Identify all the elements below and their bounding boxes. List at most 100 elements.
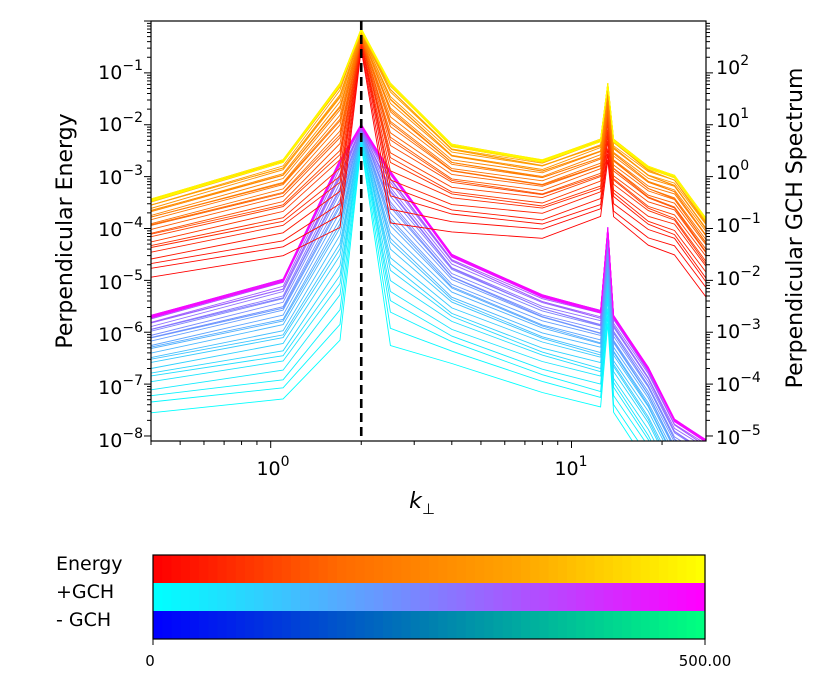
energy-curve-13: [151, 33, 706, 244]
colorbar-cell: [199, 555, 209, 583]
colorbar-cell: [465, 583, 476, 611]
gch-plus-curve-1: [151, 141, 639, 441]
colorbar-cell: [245, 555, 255, 583]
colorbar-cell: [309, 611, 320, 639]
colorbar-cell: [263, 555, 274, 583]
colorbar-cell: [419, 611, 430, 639]
gch-plus-curve-15: [151, 129, 673, 441]
colorbar-cell: [622, 583, 632, 611]
colorbar-cell: [318, 555, 329, 583]
energy-curve-4: [151, 41, 706, 273]
colorbar-cell: [613, 555, 623, 583]
colorbar-cell: [291, 611, 301, 639]
colorbar-cell: [355, 555, 366, 583]
energy-curve-22: [151, 30, 706, 229]
y-left-tick-label: 10−4: [98, 215, 143, 241]
colorbar-cell: [557, 611, 568, 639]
colorbar-cell: [594, 583, 605, 611]
colorbar-cell: [346, 555, 356, 583]
colorbar-min-label: 0: [145, 652, 155, 670]
colorbar-cell: [484, 583, 494, 611]
colorbar-cell: [327, 611, 338, 639]
colorbar-frame: [152, 554, 706, 640]
colorbar-cell: [539, 611, 550, 639]
colorbar-cell: [217, 611, 228, 639]
colorbar-cell: [364, 583, 375, 611]
colorbar-cell: [475, 583, 485, 611]
colorbar-cell: [677, 611, 688, 639]
colorbar-cell: [217, 583, 228, 611]
colorbar-cell: [585, 611, 596, 639]
colorbar-cell: [447, 611, 458, 639]
colorbar-cell: [226, 611, 237, 639]
colorbar-cell: [291, 583, 301, 611]
colorbar-cell: [511, 555, 522, 583]
energy-curve-31: [151, 30, 706, 219]
energy-curve-12: [151, 35, 706, 246]
gch-plus-curve-4: [151, 136, 652, 441]
colorbar-cell: [613, 611, 623, 639]
colorbar-cell: [346, 583, 356, 611]
gch-plus-curve-16: [151, 130, 675, 441]
colorbar-cell: [622, 555, 632, 583]
colorbar-cell: [245, 583, 255, 611]
colorbar-cell: [226, 583, 237, 611]
colorbar-cell: [631, 555, 642, 583]
colorbar-cell: [153, 583, 163, 611]
colorbar-cell: [456, 555, 467, 583]
colorbar-cell: [677, 555, 688, 583]
colorbar-cell: [640, 555, 651, 583]
colorbar-cell: [401, 555, 412, 583]
colorbar-cell: [346, 611, 356, 639]
colorbar-cell: [659, 583, 669, 611]
gch-plus-curve-22: [151, 126, 691, 441]
colorbar-cell: [401, 611, 412, 639]
y-tick-labels-left: 10−1 10−2 10−3 10−4 10−5 10−6 10−7 10−8: [98, 58, 143, 452]
colorbar-cell: [429, 583, 439, 611]
colorbar-cell: [189, 583, 200, 611]
colorbar-cell: [447, 555, 458, 583]
colorbar-cell: [548, 583, 559, 611]
y-left-tick-label: 10−7: [98, 373, 143, 399]
colorbar-cell: [576, 583, 586, 611]
energy-curve-17: [151, 32, 706, 236]
colorbar-cell: [162, 583, 172, 611]
x-tick-label-1: 101: [554, 454, 587, 480]
gch-plus-curve-3: [151, 136, 650, 441]
y-right-tick-label: 10−4: [716, 370, 761, 396]
energy-curve-3: [151, 40, 706, 279]
colorbar-cell: [493, 583, 504, 611]
colorbar-cell: [668, 611, 678, 639]
colorbar-cell: [429, 555, 439, 583]
colorbar-cell: [254, 611, 264, 639]
colorbar-cell: [493, 555, 504, 583]
colorbar-cell: [521, 611, 531, 639]
colorbar-cell: [373, 555, 384, 583]
y-left-tick-label: 10−8: [98, 426, 143, 452]
colorbar-cell: [502, 611, 513, 639]
energy-curve-26: [151, 30, 706, 223]
colorbar-cell: [318, 611, 329, 639]
x-axis-label: k⊥: [409, 489, 435, 518]
y-right-tick-label: 10−2: [716, 264, 761, 290]
y-left-tick-label: 10−3: [98, 163, 143, 189]
colorbar-cell: [392, 611, 402, 639]
colorbar-cell: [475, 611, 485, 639]
energy-curve-10: [151, 35, 706, 253]
colorbar-cell: [438, 555, 448, 583]
colorbar-cell: [511, 611, 522, 639]
colorbar-cell: [171, 555, 182, 583]
colorbar-cell: [153, 555, 163, 583]
gch-plus-curve-17: [151, 127, 678, 441]
colorbar-cell: [539, 583, 550, 611]
energy-curve-39: [151, 27, 706, 220]
colorbar-cell: [557, 583, 568, 611]
y-right-tick-label: 10−1: [716, 211, 761, 237]
y-tick-labels-right: 102 101 100 10−1 10−2 10−3 10−4 10−5: [716, 53, 761, 449]
colorbar-cell: [484, 555, 494, 583]
colorbar-cell: [383, 611, 393, 639]
colorbar-cell: [456, 611, 467, 639]
energy-curve-34: [151, 30, 706, 219]
colorbar-cell: [456, 583, 467, 611]
colorbar-cell: [686, 611, 697, 639]
